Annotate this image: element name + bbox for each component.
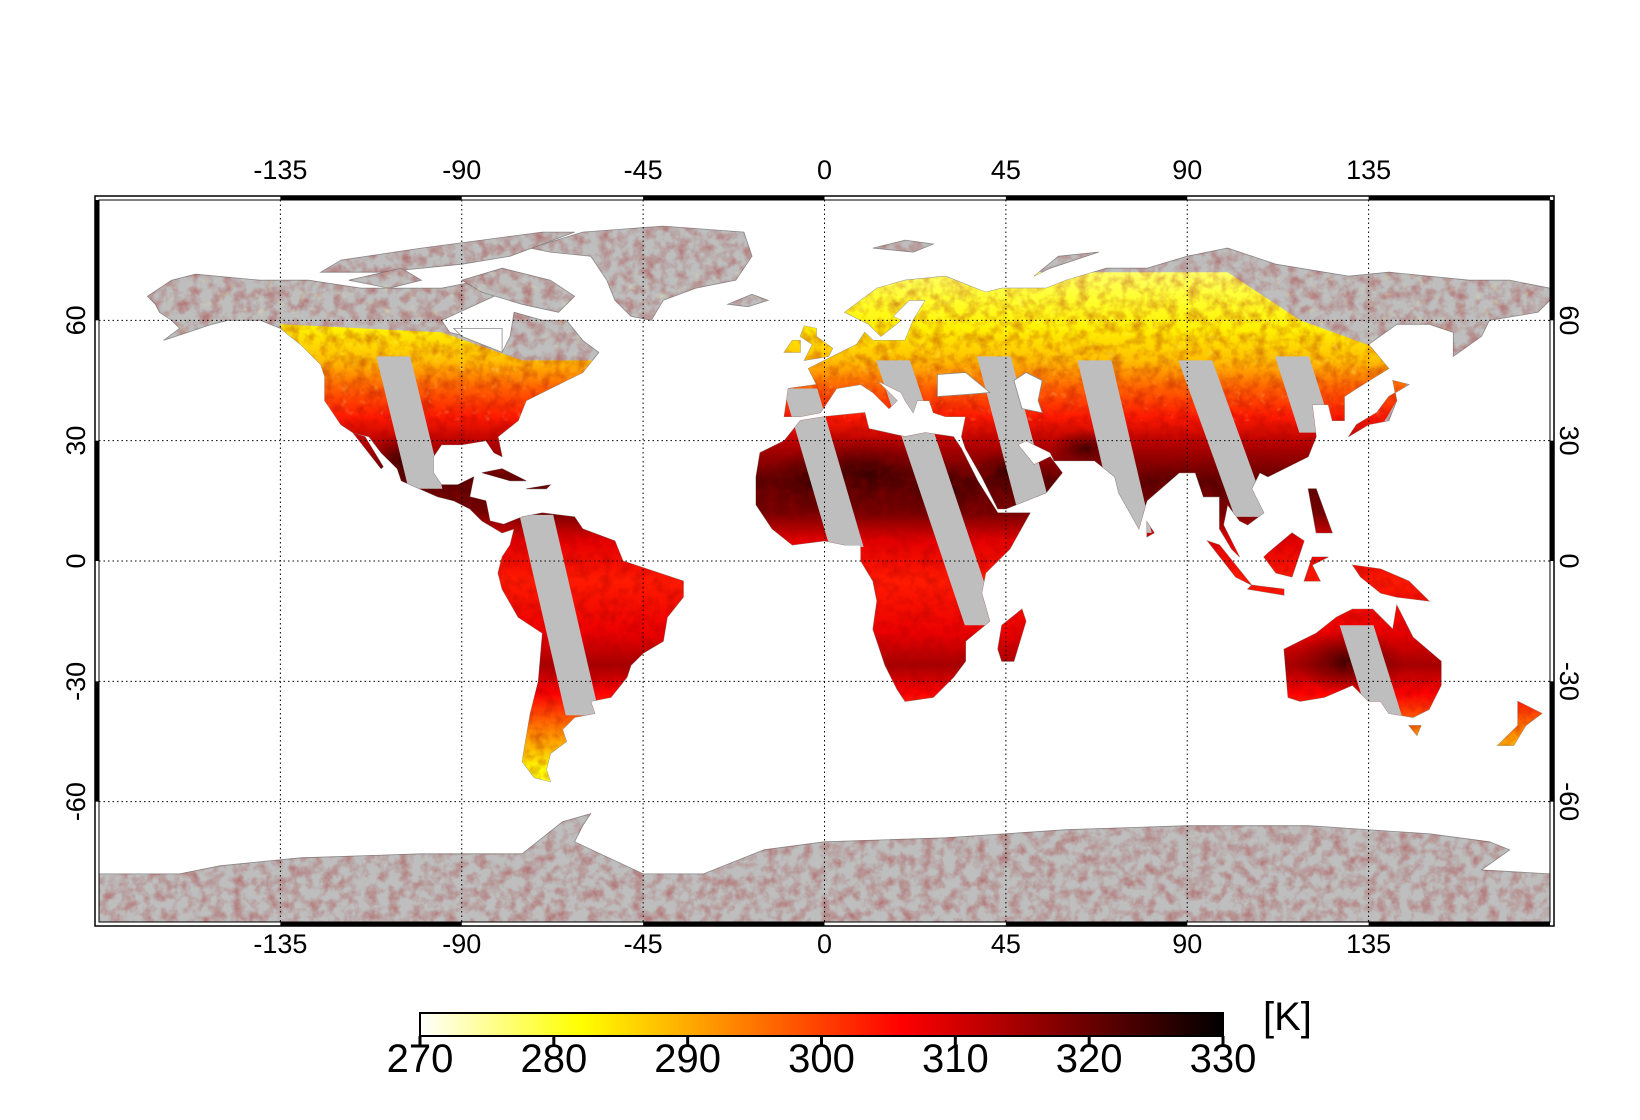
bottom-lon-tick-label: 90 — [1172, 929, 1202, 959]
left-lat-tick-label: -60 — [61, 782, 91, 821]
frame-segment — [95, 440, 99, 561]
right-lat-tick-label: 30 — [1554, 426, 1584, 456]
swath-gap — [376, 356, 443, 489]
colorbar-tick-label: 290 — [654, 1037, 721, 1081]
bottom-lon-tick-label: -45 — [624, 929, 663, 959]
axis-tick-labels: -135 -135 -90 -90 -45 -45 0 0 45 45 90 90 135 135 -60 -… — [61, 155, 1584, 959]
colorbar-tick-label: 320 — [1056, 1037, 1123, 1081]
colorbar: 270 280 290 300 310 320 330 [K] — [387, 995, 1312, 1081]
colorbar-ticks: 270 280 290 300 310 320 330 — [387, 1036, 1257, 1081]
frame-segment — [1550, 440, 1554, 561]
top-lon-tick-label: 0 — [817, 155, 832, 185]
colorbar-unit: [K] — [1263, 995, 1312, 1039]
swath-gap — [519, 514, 600, 716]
colorbar-tick-label: 310 — [922, 1037, 989, 1081]
colorbar-tick-label: 330 — [1190, 1037, 1257, 1081]
right-lat-tick-label: 60 — [1554, 305, 1584, 335]
frame-segment — [643, 196, 825, 200]
frame-segment — [95, 200, 99, 321]
swath-gap — [1339, 625, 1402, 716]
top-lon-tick-label: 90 — [1172, 155, 1202, 185]
graticule — [99, 200, 1550, 922]
bottom-lon-tick-label: 135 — [1346, 929, 1391, 959]
map-area — [99, 200, 1550, 922]
left-lat-tick-label: 0 — [61, 553, 91, 568]
swath-gap — [1077, 360, 1152, 533]
inland-sea — [452, 327, 503, 353]
swath-gap — [783, 388, 864, 547]
map-frame — [94, 195, 1555, 927]
bottom-lon-tick-label: 0 — [817, 929, 832, 959]
inland-water — [452, 327, 1043, 414]
frame-segment — [280, 196, 462, 200]
frame-segment — [95, 681, 99, 802]
top-lon-tick-label: -90 — [442, 155, 481, 185]
top-lon-tick-label: 135 — [1346, 155, 1391, 185]
frame-segment — [1368, 196, 1550, 200]
bottom-lon-tick-label: -90 — [442, 929, 481, 959]
frame-segment — [643, 922, 825, 926]
left-lat-tick-label: 30 — [61, 426, 91, 456]
bottom-lon-tick-label: -135 — [253, 929, 307, 959]
swath-gap — [1178, 360, 1269, 517]
bottom-lon-tick-label: 45 — [991, 929, 1021, 959]
right-lat-tick-label: -60 — [1554, 782, 1584, 821]
colorbar-tick-label: 270 — [387, 1037, 454, 1081]
frame-segment — [1005, 196, 1188, 200]
frame-segment — [1550, 681, 1554, 802]
left-lat-tick-label: -30 — [61, 662, 91, 701]
frame-segment — [1550, 200, 1554, 321]
top-lon-tick-label: -45 — [624, 155, 663, 185]
right-lat-tick-label: -30 — [1554, 662, 1584, 701]
right-lat-tick-label: 0 — [1554, 553, 1584, 568]
frame-segment — [280, 922, 462, 926]
top-lon-tick-label: -135 — [253, 155, 307, 185]
inland-sea — [1013, 372, 1043, 414]
colorbar-tick-label: 280 — [520, 1037, 587, 1081]
frame-segment — [1005, 922, 1188, 926]
colorbar-tick-label: 300 — [788, 1037, 855, 1081]
inland-sea — [937, 372, 991, 397]
swath-gap — [976, 356, 1051, 509]
frame-segment — [1368, 922, 1550, 926]
colorbar-ramp — [419, 1012, 1224, 1037]
top-lon-tick-label: 45 — [991, 155, 1021, 185]
left-lat-tick-label: 60 — [61, 305, 91, 335]
